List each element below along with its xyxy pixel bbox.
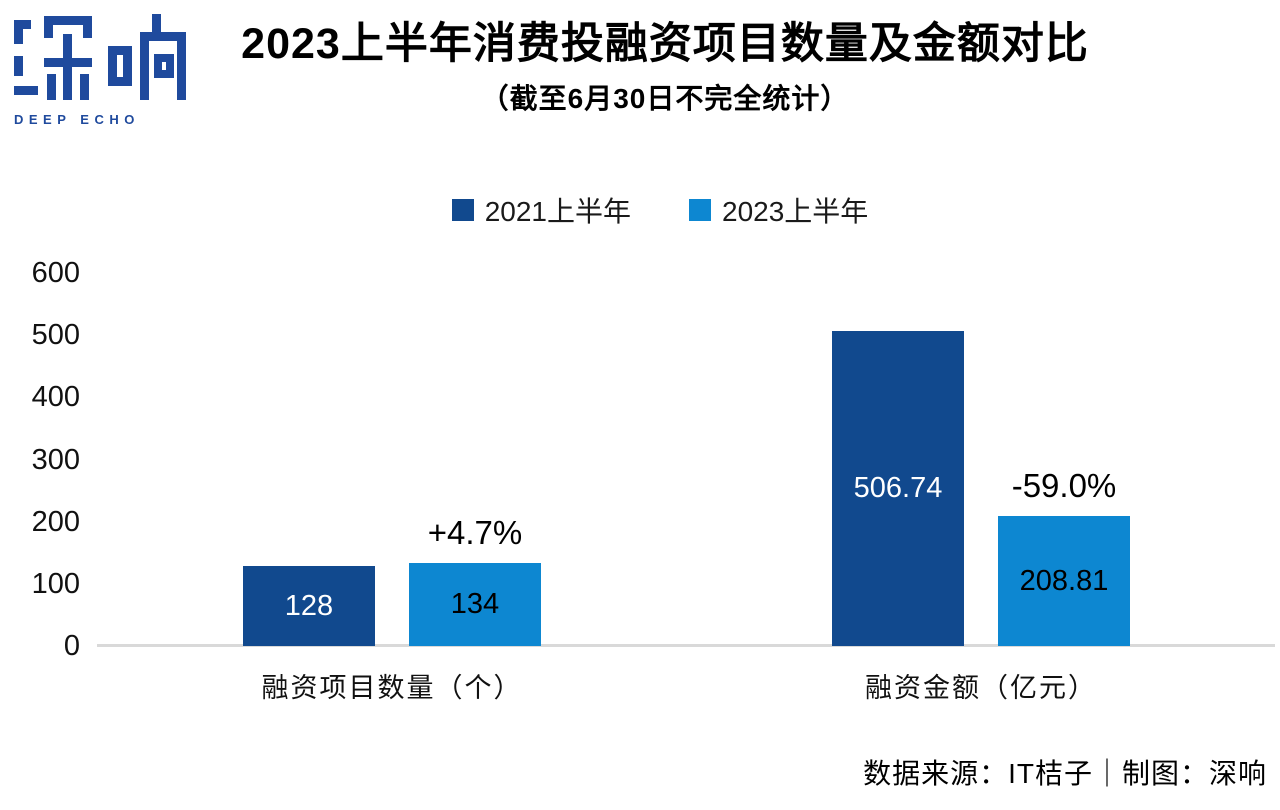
y-axis-tick-label: 0 bbox=[63, 630, 80, 662]
chart-legend: 2021上半年 2023上半年 bbox=[60, 190, 1260, 230]
bar-value-label: 128 bbox=[284, 589, 334, 622]
y-axis-tick-label: 200 bbox=[31, 505, 80, 538]
bar-value-label: 208.81 bbox=[1019, 564, 1109, 597]
y-axis-tick-label: 400 bbox=[31, 381, 80, 414]
bar-2023上半年-融资金额（亿元）: 208.81 bbox=[998, 516, 1130, 646]
bar-2021上半年-融资项目数量（个）: 128 bbox=[243, 566, 375, 646]
legend-swatch-2021 bbox=[451, 199, 474, 221]
x-axis-line bbox=[97, 644, 1275, 647]
bar-value-label: 506.74 bbox=[853, 472, 943, 504]
y-axis-tick-label: 500 bbox=[31, 319, 80, 352]
legend-swatch-2023 bbox=[689, 199, 711, 221]
source-credit: 数据来源：IT桔子｜制图：深响 bbox=[863, 758, 1267, 789]
legend-item-2023: 2023上半年 bbox=[689, 190, 868, 230]
deep-echo-logo-glyphs bbox=[14, 14, 186, 100]
bar-2021上半年-融资金额（亿元）: 506.74 bbox=[832, 331, 964, 646]
deep-echo-logo: DEEP ECHO bbox=[14, 12, 194, 127]
page-subtitle: （截至6月30日不完全统计） bbox=[480, 83, 850, 115]
y-axis-tick-label: 100 bbox=[31, 567, 80, 600]
change-annotation: +4.7% bbox=[427, 514, 523, 551]
category-label: 融资项目数量（个） bbox=[261, 673, 523, 703]
legend-item-2021: 2021上半年 bbox=[451, 190, 631, 230]
page-title: 2023上半年消费投融资项目数量及金额对比 bbox=[241, 20, 1089, 68]
legend-label-2021: 2021上半年 bbox=[484, 196, 631, 227]
category-label: 融资金额（亿元） bbox=[865, 673, 1097, 703]
logo-wordmark: DEEP ECHO bbox=[14, 112, 140, 127]
header: 2023上半年消费投融资项目数量及金额对比 （截至6月30日不完全统计） bbox=[190, 20, 1140, 117]
change-annotation: -59.0% bbox=[1011, 467, 1117, 504]
bar-value-label: 134 bbox=[450, 588, 500, 620]
bar-2023上半年-融资项目数量（个）: 134 bbox=[409, 563, 541, 646]
legend-label-2023: 2023上半年 bbox=[722, 196, 869, 227]
y-axis-tick-label: 300 bbox=[31, 443, 80, 476]
y-axis-tick-label: 600 bbox=[31, 257, 80, 289]
